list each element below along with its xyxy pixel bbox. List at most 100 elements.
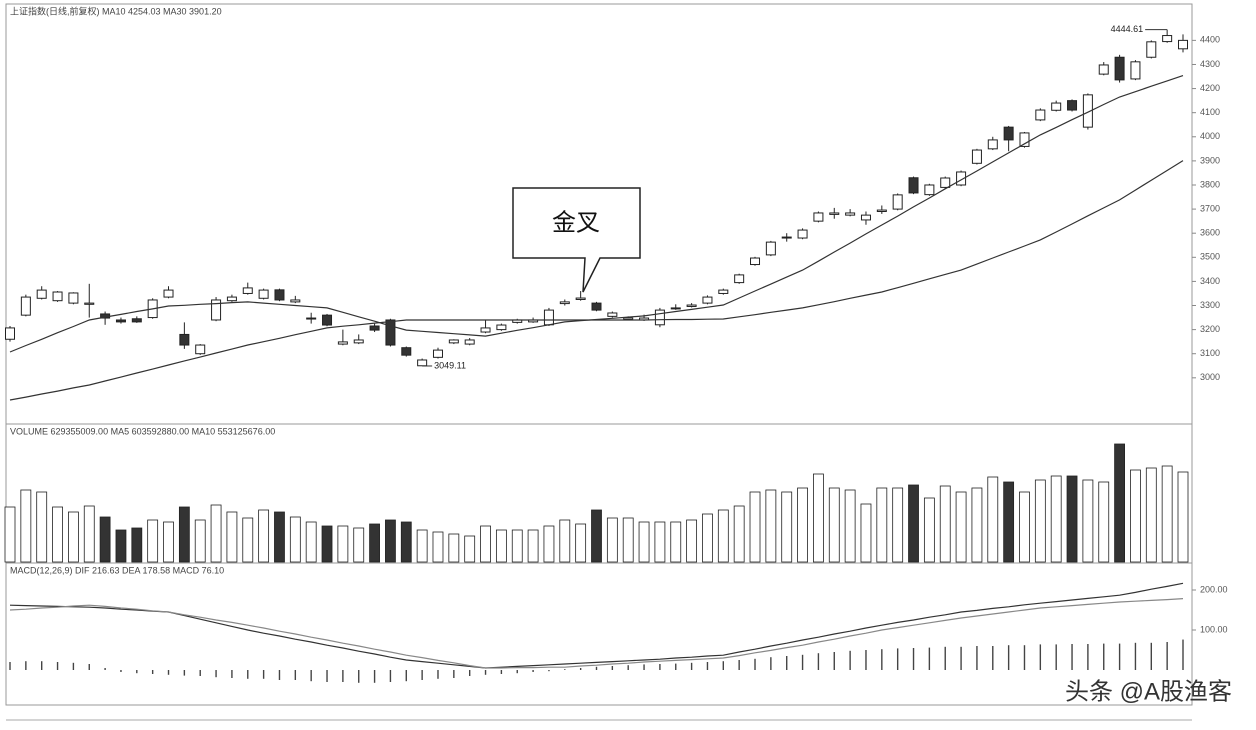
volume-bar bbox=[892, 487, 904, 563]
volume-bar bbox=[876, 487, 888, 563]
candle-body bbox=[1082, 94, 1093, 128]
candle-body bbox=[274, 289, 285, 301]
y-tick-label: 4400 bbox=[1200, 35, 1220, 45]
candle-body bbox=[353, 339, 364, 344]
candle-body bbox=[654, 309, 665, 326]
candle-body bbox=[987, 139, 998, 150]
watermark: 头条 @A股渔客 bbox=[1065, 678, 1232, 705]
volume-bar bbox=[369, 523, 380, 563]
candle-body bbox=[1051, 102, 1062, 111]
candle-body bbox=[623, 317, 634, 320]
candle-body bbox=[1003, 126, 1014, 141]
volume-bar bbox=[337, 525, 349, 563]
y-tick-label: 3900 bbox=[1200, 155, 1220, 165]
candle-body bbox=[797, 229, 808, 239]
volume-bar bbox=[258, 509, 270, 563]
y-tick-label: 3200 bbox=[1200, 324, 1220, 334]
volume-bar bbox=[733, 505, 745, 563]
candle-body bbox=[876, 209, 887, 213]
volume-bar bbox=[939, 485, 951, 563]
candle-body bbox=[845, 212, 856, 216]
volume-bar bbox=[242, 517, 254, 563]
candle-body bbox=[860, 214, 871, 221]
volume-bar bbox=[575, 523, 587, 563]
volume-bar bbox=[797, 487, 808, 563]
candle-body bbox=[68, 292, 79, 304]
volume-bar bbox=[147, 519, 159, 563]
line-dea bbox=[9, 598, 1184, 669]
candle-body bbox=[131, 318, 142, 323]
volume-bar bbox=[765, 489, 777, 563]
line-dif bbox=[9, 582, 1184, 669]
volume-bar bbox=[1161, 465, 1173, 563]
volume-bar bbox=[828, 487, 840, 563]
volume-bar bbox=[99, 516, 111, 563]
volume-bar bbox=[717, 509, 729, 563]
candle-body bbox=[686, 304, 697, 307]
candle-body bbox=[290, 299, 301, 303]
volume-bar bbox=[83, 505, 95, 563]
y-tick-label: 4000 bbox=[1200, 131, 1220, 141]
volume-bar bbox=[289, 516, 301, 563]
high-label: 4444.61 bbox=[1111, 24, 1144, 34]
volume-bar bbox=[1145, 467, 1157, 563]
candle-body bbox=[1114, 56, 1125, 81]
volume-bar bbox=[987, 476, 999, 563]
volume-bar bbox=[4, 506, 16, 563]
candle-body bbox=[448, 339, 459, 344]
volume-bar bbox=[20, 489, 32, 563]
volume-bar bbox=[353, 527, 365, 563]
candle-body bbox=[163, 289, 174, 298]
volume-bar bbox=[115, 529, 127, 563]
volume-bar bbox=[1019, 491, 1030, 563]
candle-body bbox=[781, 236, 792, 239]
volume-bar bbox=[1082, 479, 1094, 563]
volume-bar bbox=[210, 504, 222, 563]
candle-body bbox=[971, 149, 982, 164]
volume-bar bbox=[178, 506, 190, 563]
volume-bar bbox=[226, 511, 238, 563]
y-tick-label: 4300 bbox=[1200, 59, 1220, 69]
candle-body bbox=[480, 327, 491, 333]
candle-body bbox=[369, 325, 380, 331]
candle-body bbox=[1035, 109, 1046, 121]
volume-bar bbox=[1098, 481, 1110, 563]
volume-bar bbox=[908, 484, 919, 563]
candle-body bbox=[306, 317, 317, 320]
candle-body bbox=[242, 287, 253, 294]
volume-bar bbox=[385, 519, 396, 563]
volume-bar bbox=[844, 489, 856, 563]
y-tick-label: 3400 bbox=[1200, 276, 1220, 286]
candle-body bbox=[1162, 35, 1173, 43]
y-tick-label: 3600 bbox=[1200, 228, 1220, 238]
volume-bar bbox=[591, 509, 602, 563]
y-tick-label: 3100 bbox=[1200, 348, 1220, 358]
y-tick-label: 3800 bbox=[1200, 179, 1220, 189]
candle-body bbox=[401, 347, 412, 356]
y-tick-label: 3500 bbox=[1200, 252, 1220, 262]
callout-text: 金叉 bbox=[552, 209, 600, 236]
callout-box bbox=[512, 187, 641, 293]
volume-bar bbox=[1177, 471, 1189, 563]
candle-body bbox=[226, 296, 237, 302]
candle-body bbox=[559, 301, 570, 305]
candle-body bbox=[1178, 39, 1188, 50]
volume-bar bbox=[1114, 443, 1125, 563]
volume-bar bbox=[702, 513, 713, 563]
volume-bar bbox=[480, 525, 491, 563]
y-tick-label: 4100 bbox=[1200, 107, 1220, 117]
candle-body bbox=[750, 257, 761, 266]
volume-bar bbox=[416, 529, 428, 563]
candle-body bbox=[417, 359, 428, 367]
candle-body bbox=[258, 289, 269, 299]
volume-bar bbox=[1066, 475, 1078, 563]
volume-bar bbox=[955, 491, 967, 563]
volume-bar bbox=[511, 529, 523, 563]
volume-bar bbox=[1130, 469, 1141, 563]
y-tick-label: 100.00 bbox=[1200, 624, 1228, 634]
candle-body bbox=[1146, 41, 1157, 58]
candle-body bbox=[5, 327, 15, 340]
candle-body bbox=[179, 333, 190, 346]
